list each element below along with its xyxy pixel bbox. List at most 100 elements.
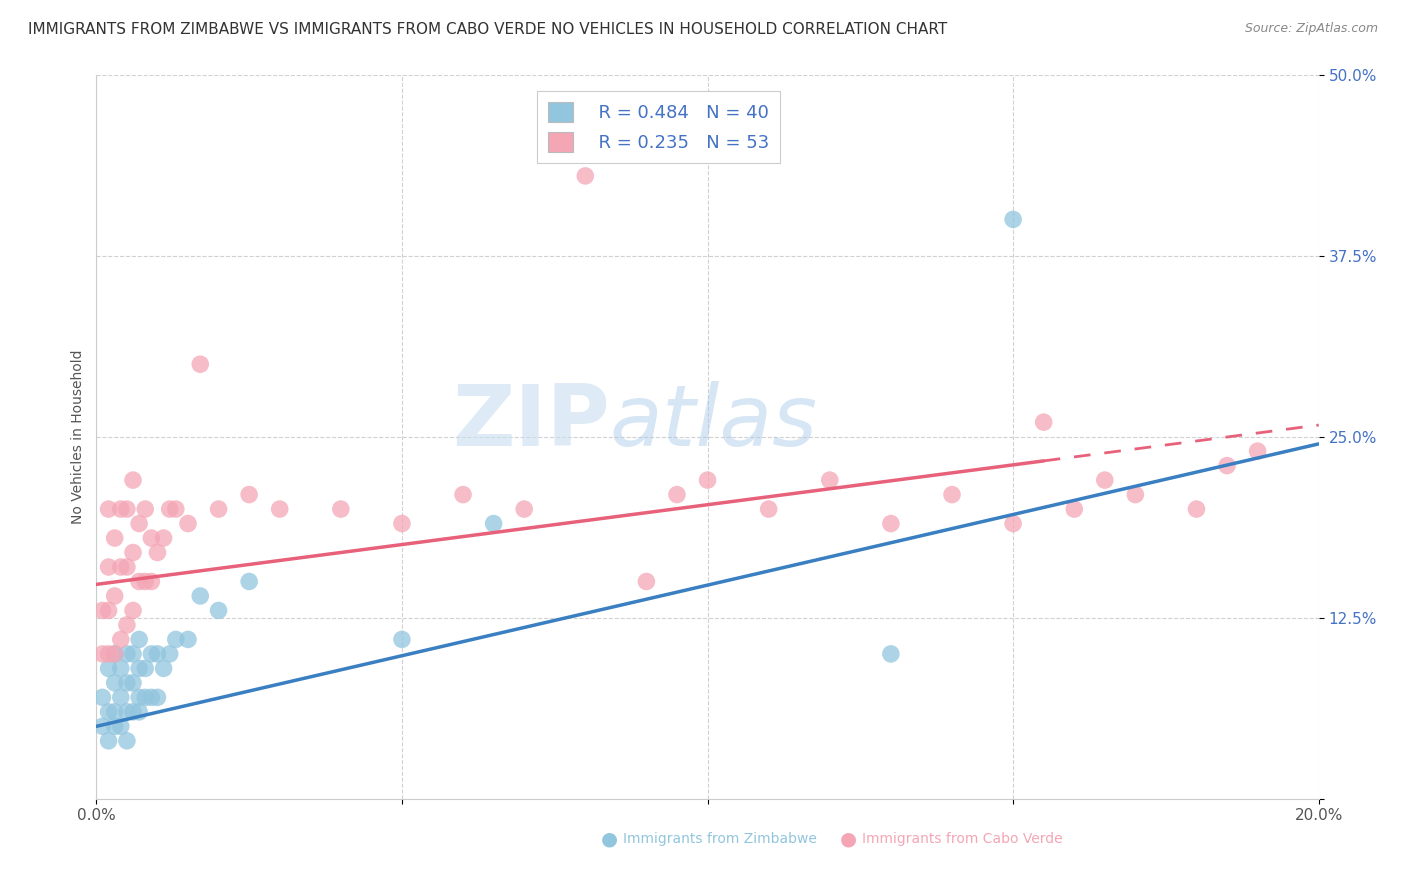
Point bbox=[110, 719, 132, 733]
Point bbox=[159, 647, 181, 661]
Point bbox=[104, 589, 127, 603]
Point bbox=[141, 531, 163, 545]
Point bbox=[115, 647, 138, 661]
Point bbox=[104, 705, 127, 719]
Point bbox=[188, 589, 211, 603]
Point bbox=[818, 473, 841, 487]
Point bbox=[146, 647, 169, 661]
Point bbox=[1032, 415, 1054, 429]
Point bbox=[1125, 487, 1147, 501]
Point bbox=[1185, 502, 1208, 516]
Point bbox=[97, 560, 120, 574]
Point bbox=[941, 487, 963, 501]
Text: ●: ● bbox=[600, 830, 617, 848]
Point bbox=[91, 719, 114, 733]
Text: Immigrants from Cabo Verde: Immigrants from Cabo Verde bbox=[862, 832, 1063, 846]
Point bbox=[115, 734, 138, 748]
Point bbox=[115, 676, 138, 690]
Point bbox=[110, 502, 132, 516]
Point bbox=[128, 516, 150, 531]
Point bbox=[110, 661, 132, 675]
Point bbox=[329, 502, 352, 516]
Point bbox=[97, 502, 120, 516]
Point bbox=[134, 502, 156, 516]
Point bbox=[97, 705, 120, 719]
Point bbox=[207, 502, 229, 516]
Point bbox=[122, 603, 145, 617]
Point bbox=[141, 690, 163, 705]
Text: ZIP: ZIP bbox=[451, 381, 610, 464]
Point bbox=[880, 647, 903, 661]
Point bbox=[1002, 516, 1025, 531]
Point bbox=[97, 734, 120, 748]
Point bbox=[636, 574, 658, 589]
Point bbox=[159, 502, 181, 516]
Point bbox=[880, 516, 903, 531]
Point bbox=[165, 632, 187, 647]
Point bbox=[104, 719, 127, 733]
Point bbox=[665, 487, 688, 501]
Point bbox=[1246, 444, 1268, 458]
Point bbox=[91, 647, 114, 661]
Point bbox=[1094, 473, 1116, 487]
Point bbox=[122, 473, 145, 487]
Point bbox=[104, 531, 127, 545]
Point bbox=[758, 502, 780, 516]
Point bbox=[574, 169, 596, 183]
Point bbox=[91, 690, 114, 705]
Point bbox=[110, 560, 132, 574]
Point bbox=[141, 647, 163, 661]
Point bbox=[115, 705, 138, 719]
Legend:   R = 0.484   N = 40,   R = 0.235   N = 53: R = 0.484 N = 40, R = 0.235 N = 53 bbox=[537, 91, 780, 163]
Text: atlas: atlas bbox=[610, 381, 818, 464]
Point bbox=[146, 545, 169, 559]
Point bbox=[91, 603, 114, 617]
Point bbox=[238, 574, 260, 589]
Y-axis label: No Vehicles in Household: No Vehicles in Household bbox=[72, 350, 86, 524]
Point bbox=[128, 705, 150, 719]
Point bbox=[115, 502, 138, 516]
Point bbox=[97, 603, 120, 617]
Point bbox=[207, 603, 229, 617]
Point bbox=[177, 516, 200, 531]
Point bbox=[104, 647, 127, 661]
Point bbox=[115, 618, 138, 632]
Point bbox=[1063, 502, 1085, 516]
Point bbox=[152, 531, 174, 545]
Text: Immigrants from Zimbabwe: Immigrants from Zimbabwe bbox=[623, 832, 817, 846]
Point bbox=[128, 690, 150, 705]
Point bbox=[391, 516, 413, 531]
Point bbox=[141, 574, 163, 589]
Point bbox=[128, 661, 150, 675]
Text: ●: ● bbox=[839, 830, 856, 848]
Point bbox=[122, 647, 145, 661]
Text: Source: ZipAtlas.com: Source: ZipAtlas.com bbox=[1244, 22, 1378, 36]
Point bbox=[165, 502, 187, 516]
Text: IMMIGRANTS FROM ZIMBABWE VS IMMIGRANTS FROM CABO VERDE NO VEHICLES IN HOUSEHOLD : IMMIGRANTS FROM ZIMBABWE VS IMMIGRANTS F… bbox=[28, 22, 948, 37]
Point bbox=[110, 690, 132, 705]
Point bbox=[122, 676, 145, 690]
Point bbox=[97, 647, 120, 661]
Point bbox=[110, 632, 132, 647]
Point bbox=[696, 473, 718, 487]
Point bbox=[97, 661, 120, 675]
Point bbox=[146, 690, 169, 705]
Point bbox=[104, 647, 127, 661]
Point bbox=[482, 516, 505, 531]
Point bbox=[152, 661, 174, 675]
Point bbox=[122, 705, 145, 719]
Point bbox=[188, 357, 211, 371]
Point bbox=[128, 574, 150, 589]
Point bbox=[1216, 458, 1239, 473]
Point bbox=[122, 545, 145, 559]
Point bbox=[513, 502, 536, 516]
Point bbox=[269, 502, 291, 516]
Point bbox=[104, 676, 127, 690]
Point bbox=[391, 632, 413, 647]
Point bbox=[451, 487, 474, 501]
Point bbox=[134, 574, 156, 589]
Point bbox=[238, 487, 260, 501]
Point bbox=[115, 560, 138, 574]
Point bbox=[1002, 212, 1025, 227]
Point bbox=[128, 632, 150, 647]
